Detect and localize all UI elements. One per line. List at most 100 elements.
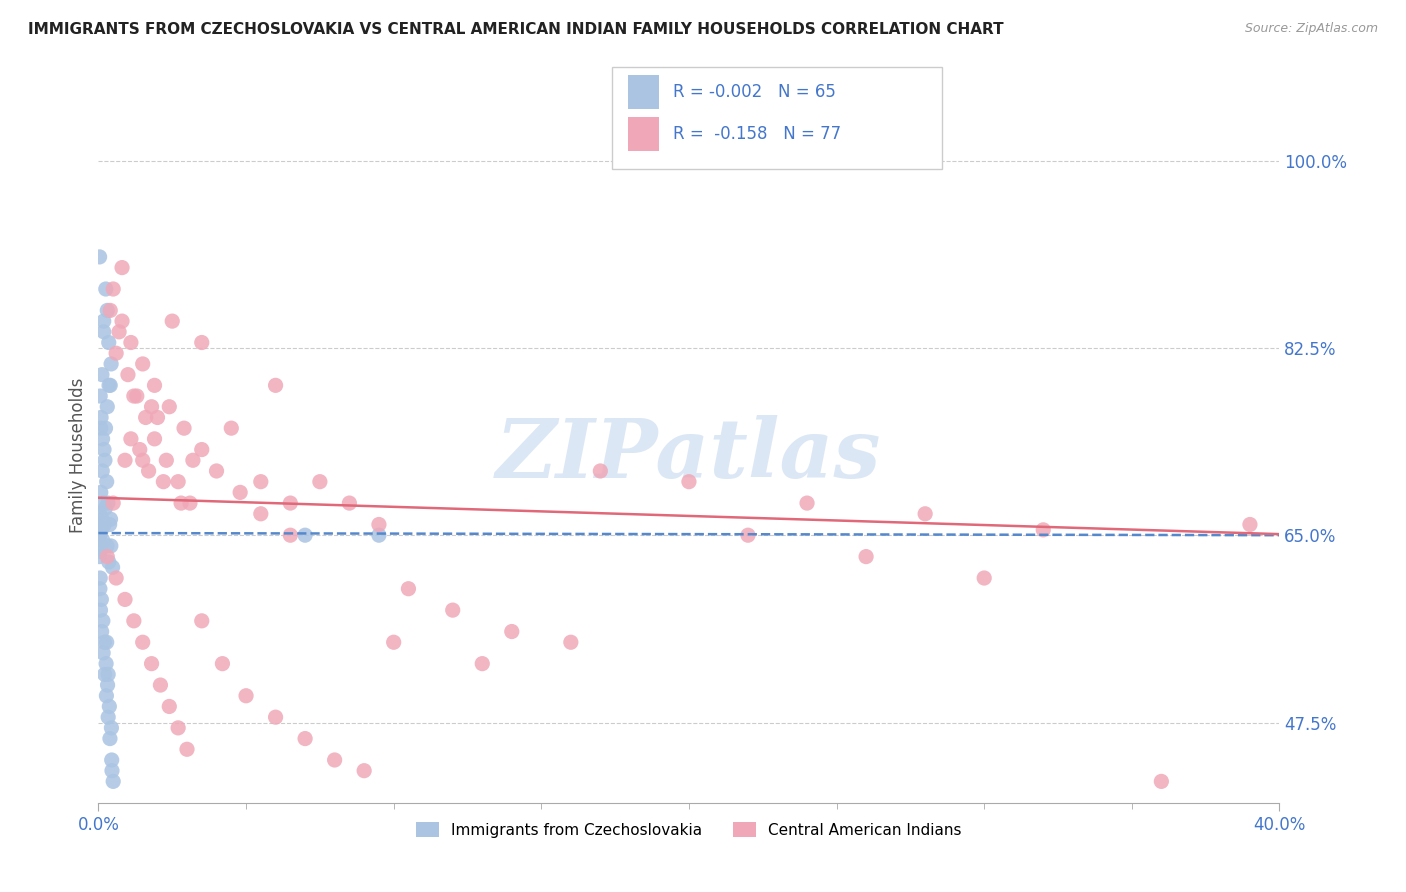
Point — [122, 389, 145, 403]
Point — [1032, 523, 1054, 537]
Point — [737, 528, 759, 542]
Point — [441, 603, 464, 617]
Point — [89, 389, 111, 403]
Point — [132, 453, 155, 467]
Point — [560, 635, 582, 649]
Point — [90, 624, 112, 639]
Point — [353, 764, 375, 778]
Point — [96, 635, 118, 649]
Point — [1150, 774, 1173, 789]
Point — [96, 400, 118, 414]
Point — [132, 357, 155, 371]
Point — [157, 400, 180, 414]
Point — [98, 517, 121, 532]
Point — [93, 635, 115, 649]
Point — [89, 528, 111, 542]
Point — [97, 335, 120, 350]
Text: ZIPatlas: ZIPatlas — [496, 415, 882, 495]
Point — [191, 335, 214, 350]
Point — [229, 485, 252, 500]
Point — [294, 731, 316, 746]
Point — [264, 710, 287, 724]
Point — [471, 657, 494, 671]
Point — [93, 517, 115, 532]
Point — [87, 528, 110, 542]
Point — [100, 539, 122, 553]
Point — [111, 260, 134, 275]
Point — [90, 410, 112, 425]
Point — [100, 512, 122, 526]
Point — [170, 496, 193, 510]
Point — [98, 731, 121, 746]
Point — [855, 549, 877, 564]
Point — [96, 475, 118, 489]
Point — [191, 614, 214, 628]
Point — [368, 517, 391, 532]
Point — [91, 512, 114, 526]
Point — [173, 421, 195, 435]
Point — [589, 464, 612, 478]
Point — [97, 496, 120, 510]
Point — [149, 678, 172, 692]
Point — [89, 250, 111, 264]
Point — [100, 753, 122, 767]
Point — [89, 544, 111, 558]
Text: IMMIGRANTS FROM CZECHOSLOVAKIA VS CENTRAL AMERICAN INDIAN FAMILY HOUSEHOLDS CORR: IMMIGRANTS FROM CZECHOSLOVAKIA VS CENTRA… — [28, 22, 1004, 37]
Point — [250, 507, 273, 521]
Point — [103, 496, 125, 510]
Point — [96, 539, 118, 553]
Point — [89, 571, 111, 585]
Point — [211, 657, 233, 671]
Point — [91, 368, 114, 382]
Point — [101, 560, 124, 574]
Text: Source: ZipAtlas.com: Source: ZipAtlas.com — [1244, 22, 1378, 36]
Point — [143, 432, 166, 446]
Point — [146, 410, 169, 425]
Point — [89, 603, 111, 617]
Point — [98, 303, 121, 318]
Point — [122, 614, 145, 628]
Point — [97, 555, 120, 569]
Point — [280, 496, 302, 510]
Point — [94, 657, 117, 671]
Point — [250, 475, 273, 489]
Point — [100, 357, 122, 371]
Point — [98, 378, 121, 392]
Point — [94, 421, 117, 435]
Point — [90, 517, 112, 532]
Point — [205, 464, 228, 478]
Point — [221, 421, 243, 435]
Point — [105, 571, 128, 585]
Point — [128, 442, 150, 457]
Point — [176, 742, 198, 756]
Text: R =  -0.158   N = 77: R = -0.158 N = 77 — [673, 125, 842, 143]
Point — [138, 464, 160, 478]
Point — [96, 549, 118, 564]
Point — [368, 528, 391, 542]
Point — [152, 475, 174, 489]
Point — [181, 453, 204, 467]
Point — [294, 528, 316, 542]
Point — [97, 710, 120, 724]
Point — [90, 421, 112, 435]
Point — [91, 432, 114, 446]
Point — [96, 689, 118, 703]
Point — [97, 678, 120, 692]
Point — [796, 496, 818, 510]
Point — [108, 325, 131, 339]
Point — [87, 528, 110, 542]
Point — [309, 475, 332, 489]
Point — [155, 453, 177, 467]
Point — [143, 378, 166, 392]
Point — [94, 453, 117, 467]
Point — [91, 464, 114, 478]
Point — [100, 721, 122, 735]
Point — [114, 592, 136, 607]
Point — [93, 442, 115, 457]
Point — [132, 635, 155, 649]
Point — [1239, 517, 1261, 532]
Point — [94, 282, 117, 296]
Point — [125, 389, 148, 403]
Text: R = -0.002   N = 65: R = -0.002 N = 65 — [673, 83, 837, 101]
Point — [90, 485, 112, 500]
